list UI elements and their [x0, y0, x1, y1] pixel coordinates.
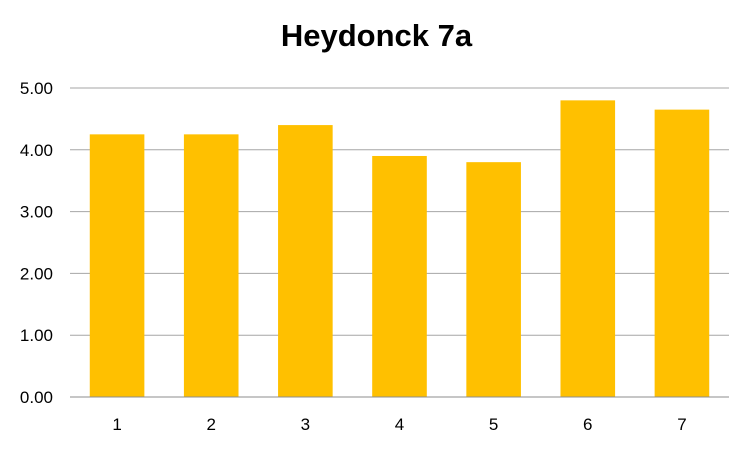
- bar-7: [654, 109, 710, 397]
- bar-1: [89, 134, 145, 397]
- chart-title: Heydonck 7a: [280, 18, 473, 53]
- y-tick-label-5: 5.00: [20, 79, 53, 98]
- y-tick-label-3: 3.00: [20, 203, 53, 222]
- y-tick-label-4: 4.00: [20, 141, 53, 160]
- bar-4: [372, 155, 427, 397]
- x-tick-label-3: 3: [301, 415, 310, 434]
- bar-6: [560, 100, 616, 398]
- x-tick-label-4: 4: [395, 415, 404, 434]
- x-tick-label-1: 1: [112, 415, 121, 434]
- x-tick-label-7: 7: [677, 415, 686, 434]
- bars: [89, 100, 710, 398]
- bar-2: [183, 134, 239, 397]
- x-tick-label-5: 5: [489, 415, 498, 434]
- x-tick-label-6: 6: [583, 415, 592, 434]
- tick-labels: 0.00 1.00 2.00 3.00 4.00 5.00 1 2 3 4 5 6 7: [20, 79, 687, 434]
- y-tick-label-1: 1.00: [20, 326, 53, 345]
- bar-5: [466, 162, 521, 397]
- y-tick-label-0: 0.00: [20, 388, 53, 407]
- y-tick-label-2: 2.00: [20, 264, 53, 283]
- bar-3: [278, 125, 333, 397]
- x-tick-label-2: 2: [206, 415, 215, 434]
